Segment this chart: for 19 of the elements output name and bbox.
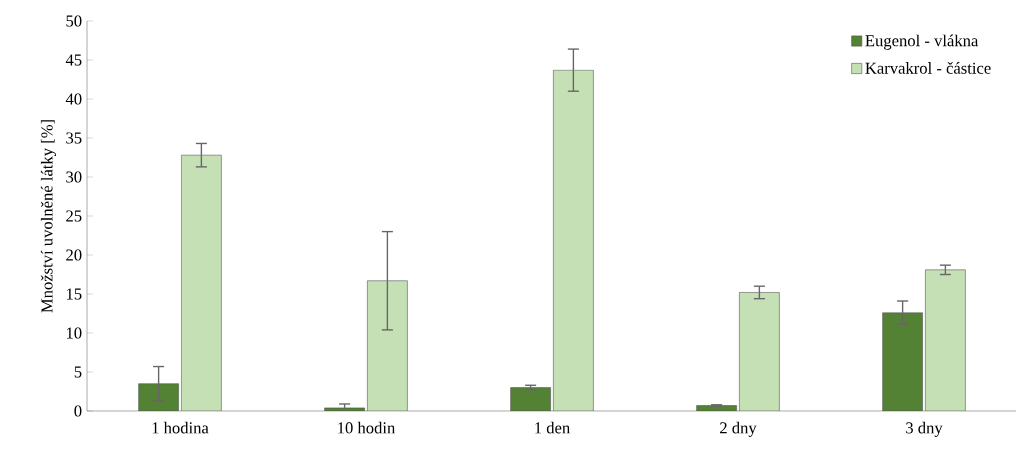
legend-label: Karvakrol - částice — [865, 62, 991, 74]
y-tick-label: 0 — [74, 405, 82, 417]
y-tick-label: 45 — [65, 54, 82, 66]
y-tick-label: 20 — [66, 249, 82, 261]
y-tick-label: 50 — [66, 15, 82, 27]
y-tick-label: 35 — [66, 132, 82, 144]
y-tick-label: 5 — [74, 366, 82, 378]
y-tick-label: 30 — [66, 171, 82, 183]
x-tick-label: 10 hodin — [338, 421, 396, 434]
y-tick-label: 10 — [66, 327, 82, 339]
x-tick-label: 1 den — [535, 421, 570, 434]
y-tick-label: 15 — [66, 288, 82, 300]
y-tick-label: 25 — [66, 210, 82, 222]
legend-label: Eugenol - vlákna — [865, 34, 979, 50]
x-tick-label: 3 dny — [906, 421, 943, 437]
x-tick-label: 1 hodina — [152, 421, 209, 434]
y-axis-title: Množství uvolněné látky [%] — [40, 120, 56, 313]
x-tick-label: 2 dny — [720, 421, 757, 437]
y-tick-label: 40 — [65, 93, 82, 105]
